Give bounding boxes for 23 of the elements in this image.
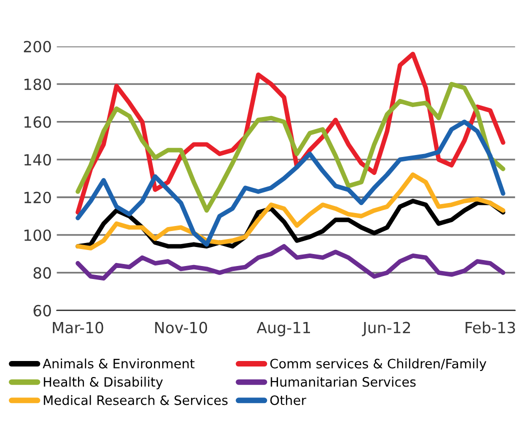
y-tick-label: 120	[24, 192, 51, 204]
line-series	[76, 82, 506, 213]
line-series	[76, 172, 506, 250]
x-tick-label: Nov-10	[155, 322, 208, 334]
y-tick-label: 100	[24, 229, 51, 241]
legend-label: Medical Research & Services	[44, 395, 228, 406]
line-series	[76, 120, 506, 247]
legend-label: Comm services & Children/Family	[270, 358, 486, 371]
legend-label: Animals & Environment	[42, 358, 194, 368]
y-tick-label: 140	[24, 154, 51, 166]
y-tick-label: 180	[24, 78, 51, 90]
x-tick-label: Aug-11	[256, 322, 310, 336]
y-tick-label: 80	[34, 267, 51, 279]
x-tick-label: Jun-12	[362, 322, 410, 336]
x-tick-label: Feb-13	[466, 322, 515, 334]
legend-label: Health & Disability	[44, 376, 163, 390]
line-series	[76, 244, 506, 281]
y-tick-label: 200	[24, 40, 51, 52]
x-tick-label: Mar-10	[52, 322, 104, 334]
y-tick-label: 60	[34, 304, 51, 316]
legend-label: Humanitarian Services	[270, 376, 416, 387]
y-tick-label: 160	[24, 116, 51, 128]
legend-label: Other	[270, 395, 306, 406]
